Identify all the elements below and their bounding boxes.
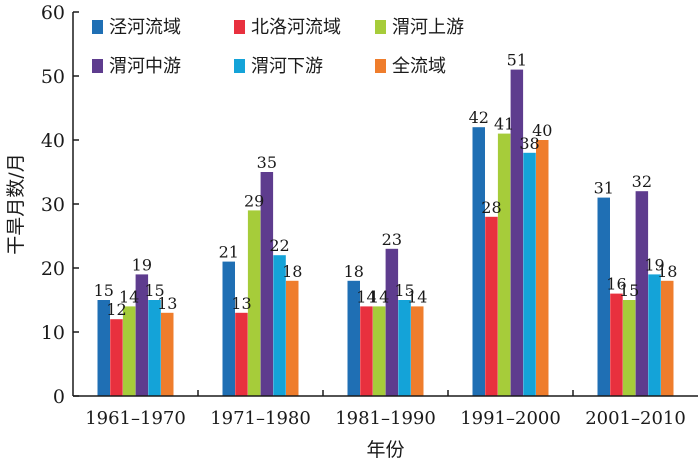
bar [260,172,274,396]
x-category-label: 2001–2010 [585,408,686,429]
legend-swatch [375,20,386,34]
bar-data-label: 13 [157,294,177,313]
bar [148,300,161,396]
bar [110,319,123,396]
bar [610,293,623,396]
bar-data-label: 19 [644,255,664,274]
bar-data-label: 14 [119,287,139,306]
bar-data-label: 19 [132,255,152,274]
legend-swatch [234,20,245,34]
bar-data-label: 15 [94,281,114,300]
bar-data-label: 41 [494,115,514,134]
bar-data-label: 18 [282,262,302,281]
y-tick-label: 20 [41,258,65,280]
bar [360,306,373,396]
bar-data-label: 18 [344,262,364,281]
legend-swatch [92,59,103,73]
y-tick-label: 60 [41,2,65,24]
bar [286,280,299,396]
legend-label: 渭河下游 [251,56,323,77]
bar-data-label: 14 [407,287,427,306]
bar [235,312,248,396]
y-tick-label: 50 [41,66,65,88]
x-category-label: 1971–1980 [210,408,311,429]
bar-data-label: 35 [257,153,277,172]
bar [135,274,149,396]
x-axis-title: 年份 [366,439,404,461]
bar-data-label: 21 [219,243,239,262]
bar-data-label: 28 [481,198,501,217]
bar-data-label: 22 [269,236,289,255]
bar-data-label: 15 [394,281,414,300]
bar [222,261,235,396]
legend-item: 渭河上游 [375,17,464,38]
bar [372,306,386,396]
legend-item: 泾河流域 [92,17,181,38]
bar [622,300,636,396]
y-tick-label: 10 [41,322,65,344]
bar-data-label: 42 [469,108,489,127]
bar [497,133,511,396]
bar-data-label: 32 [632,172,652,191]
y-axis-ticks: 0 10 20 30 40 50 60 [41,2,79,408]
bar [485,216,498,396]
bar-data-label: 23 [382,230,402,249]
y-tick-label: 30 [41,194,65,216]
bar-data-label: 14 [356,287,376,306]
bar [411,306,424,396]
bars-layer [97,69,674,396]
bar-data-label: 31 [594,179,614,198]
y-axis-title: 干旱月数/月 [5,153,27,254]
x-category-label: 1961–1970 [85,408,186,429]
legend-label: 泾河流域 [109,17,181,38]
legend-label: 全流域 [392,56,446,77]
legend-item: 北洛河流域 [234,17,341,38]
bar-data-label: 29 [244,191,264,210]
bar [648,274,661,396]
bar-data-label: 15 [144,281,164,300]
bar [273,255,286,396]
bar [661,280,674,396]
y-tick-label: 40 [41,130,65,152]
legend-label: 渭河上游 [392,17,464,38]
bar-data-label: 51 [507,51,527,70]
x-category-label: 1981–1990 [335,408,436,429]
legend-item: 渭河下游 [234,56,323,77]
legend-item: 渭河中游 [92,56,181,77]
y-tick-label: 0 [53,386,65,408]
bar [398,300,411,396]
bar [597,197,610,396]
bar [247,210,261,396]
bar-data-label: 13 [231,294,251,313]
bar [385,248,399,396]
bar-data-label: 16 [606,275,626,294]
bar [536,140,549,396]
bar [161,312,174,396]
legend-item: 全流域 [375,56,446,77]
legend-label: 渭河中游 [109,56,181,77]
legend-swatch [92,20,103,34]
legend-swatch [234,59,245,73]
bar-data-label: 14 [369,287,389,306]
x-axis-ticks: 1961–1970 1971–1980 1981–1990 1991–2000 2001… [85,390,686,429]
legend-swatch [375,59,386,73]
bar-data-label: 40 [532,121,552,140]
bar [510,69,524,396]
bar-data-label: 12 [106,300,126,319]
bar [472,127,485,396]
bar [97,300,110,396]
bar [635,191,649,396]
bar [347,280,360,396]
bar-data-label: 18 [657,262,677,281]
bar [523,152,536,396]
x-category-label: 1991–2000 [460,408,561,429]
legend-label: 北洛河流域 [251,17,341,38]
bar-data-label: 15 [619,281,639,300]
bar-data-label: 38 [519,134,539,153]
bar [122,306,136,396]
